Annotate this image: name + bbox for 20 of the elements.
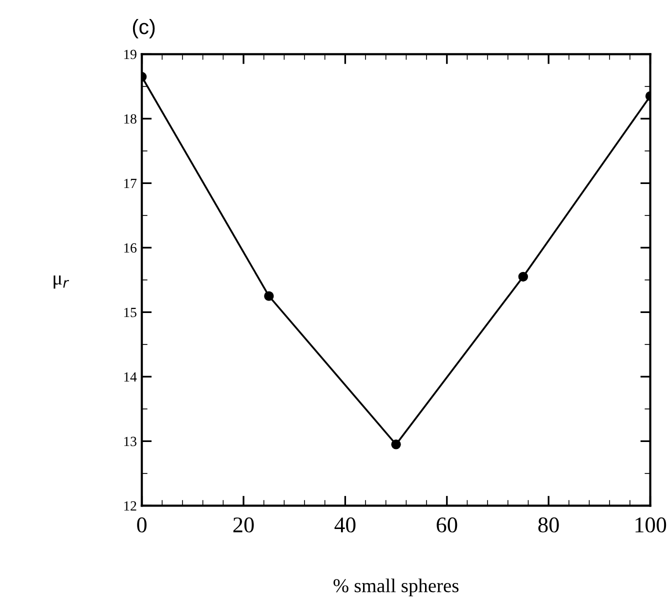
y-tick-label: 14 — [124, 372, 137, 382]
x-tick-label: 40 — [334, 517, 356, 532]
y-tick-label: 18 — [124, 114, 136, 124]
point — [518, 272, 528, 282]
y-tick-label: 13 — [124, 436, 136, 446]
x-tick-label: 100 — [636, 517, 666, 532]
y-tick-label: 19 — [124, 50, 136, 60]
y-tick-label: 12 — [124, 501, 136, 510]
y-tick-label: 17 — [124, 178, 137, 188]
x-tick-label: 0 — [137, 517, 147, 532]
x-axis-title: % small spheres — [334, 578, 459, 596]
chart-title: (c) — [132, 18, 155, 38]
point — [391, 440, 401, 450]
y-tick-label: 15 — [124, 308, 136, 318]
x-tick-label: 80 — [538, 517, 559, 532]
y-tick-label: 16 — [124, 243, 137, 253]
point — [264, 291, 274, 301]
y-axis-title: μ$_{r}$ — [54, 276, 70, 289]
x-tick-label: 60 — [436, 517, 458, 532]
x-tick-label: 20 — [233, 517, 254, 532]
